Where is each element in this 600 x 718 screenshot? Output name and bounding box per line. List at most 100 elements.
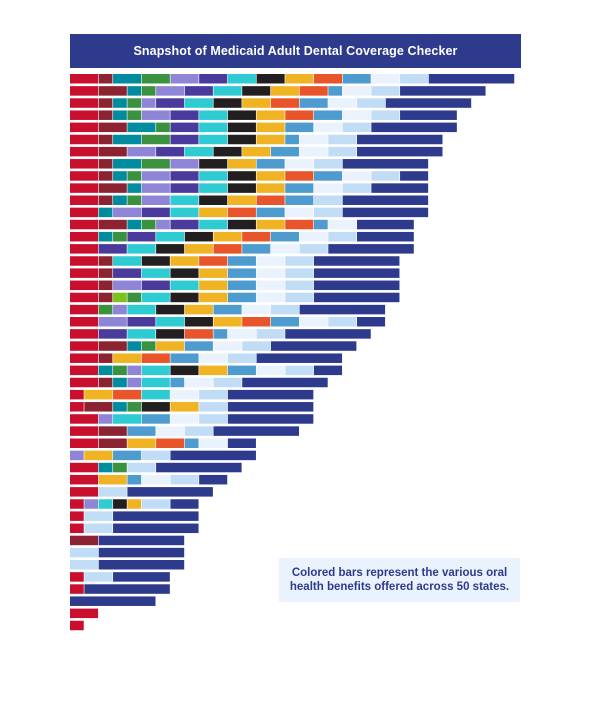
bar-segment-orange: [285, 219, 314, 230]
bar-segment-navy: [199, 474, 228, 485]
bar-segment-light-blue: [328, 317, 357, 327]
bar-segment-green: [127, 292, 142, 303]
bar-segment-navy: [299, 304, 386, 315]
bar-segment-lavender: [141, 195, 170, 205]
bar-segment-teal: [98, 231, 113, 242]
bar-segment-pale-blue: [256, 292, 285, 303]
bar-segment-red: [70, 159, 99, 169]
bar-segment-cyan: [199, 183, 228, 193]
bar-row: [70, 256, 400, 266]
bar-segment-light-blue: [84, 572, 113, 582]
bar-segment-blue: [285, 122, 314, 133]
bar-segment-orange: [113, 389, 142, 400]
bar-row: [70, 365, 343, 376]
bar-segment-teal: [127, 122, 156, 133]
bar-row: [70, 98, 472, 108]
bar-segment-red: [70, 74, 99, 84]
bar-segment-light-blue: [227, 353, 256, 363]
bar-row: [70, 195, 429, 205]
bar-row: [70, 341, 357, 351]
bar-segment-orange: [213, 244, 242, 254]
bar-segment-light-blue: [371, 86, 400, 96]
bar-segment-blue: [285, 134, 299, 145]
bar-segment-light-blue: [328, 146, 357, 157]
bar-segment-black: [184, 231, 213, 242]
bar-segment-blue: [285, 183, 314, 193]
bar-segment-teal: [98, 462, 113, 473]
bar-segment-dark-red: [98, 268, 113, 278]
bar-segment-green: [141, 74, 170, 84]
bar-segment-black: [170, 292, 199, 303]
bar-segment-lavender: [127, 377, 142, 388]
bar-segment-green: [141, 134, 170, 145]
bar-row: [70, 572, 170, 582]
bar-segment-lavender: [113, 304, 127, 315]
bar-segment-orange: [156, 438, 185, 448]
bar-row: [70, 414, 314, 424]
bar-segment-lavender: [70, 450, 84, 461]
bar-segment-yellow: [256, 171, 285, 181]
bar-segment-dark-red: [84, 402, 113, 412]
bar-segment-red: [70, 487, 99, 497]
bar-segment-black: [227, 134, 256, 145]
bar-segment-pale-blue: [313, 122, 343, 133]
bar-segment-red: [70, 195, 99, 205]
bar-row: [70, 146, 443, 157]
bar-segment-light-blue: [141, 499, 170, 509]
bar-segment-dark-red: [98, 110, 113, 120]
bar-segment-navy: [113, 511, 199, 521]
bar-segment-cyan: [156, 317, 185, 327]
bar-segment-green: [127, 110, 142, 120]
bar-segment-dark-red: [98, 292, 113, 303]
bar-row: [70, 353, 343, 363]
bar-segment-blue: [213, 304, 242, 315]
bar-segment-cyan: [141, 292, 170, 303]
bar-segment-navy: [227, 438, 256, 448]
bar-segment-green: [127, 171, 142, 181]
bar-row: [70, 438, 256, 448]
bar-segment-yellow: [184, 244, 213, 254]
bar-segment-blue: [328, 86, 343, 96]
bar-segment-navy: [313, 256, 400, 266]
bar-segment-orange: [242, 231, 271, 242]
bar-segment-lavender: [127, 146, 156, 157]
bar-row: [70, 584, 170, 594]
bar-segment-lavender: [113, 207, 142, 218]
bar-segment-teal: [113, 171, 127, 181]
bar-segment-light-blue: [141, 450, 170, 461]
bar-segment-red: [70, 462, 99, 473]
bar-segment-pale-blue: [342, 171, 371, 181]
bar-segment-black: [227, 122, 256, 133]
bar-segment-pale-blue: [299, 134, 328, 145]
bar-segment-red: [70, 402, 84, 412]
bar-segment-cyan: [170, 195, 199, 205]
bar-segment-blue: [270, 231, 299, 242]
bar-segment-light-blue: [285, 365, 314, 376]
bar-segment-black: [242, 86, 271, 96]
bar-segment-navy: [357, 134, 443, 145]
bar-segment-teal: [127, 341, 142, 351]
bar-row: [70, 159, 429, 169]
bar-segment-black: [199, 159, 228, 169]
bar-segment-pale-blue: [184, 377, 213, 388]
bar-segment-red: [70, 171, 99, 181]
bar-segment-yellow: [170, 256, 199, 266]
bar-segment-pale-blue: [270, 244, 299, 254]
bar-segment-blue: [141, 414, 170, 424]
bar-segment-lavender: [98, 414, 113, 424]
bar-segment-dark-red: [98, 438, 127, 448]
bar-segment-cyan: [199, 171, 228, 181]
bar-segment-blue: [256, 207, 285, 218]
bar-segment-pale-blue: [170, 389, 199, 400]
bar-segment-pale-blue: [342, 110, 371, 120]
bar-segment-orange: [199, 256, 228, 266]
bar-segment-red: [70, 523, 84, 534]
bar-segment-navy: [357, 317, 386, 327]
bar-segment-navy: [127, 487, 213, 497]
bar-segment-light-blue: [328, 134, 357, 145]
bar-segment-cyan: [227, 74, 256, 84]
bar-segment-blue: [227, 268, 256, 278]
bar-segment-yellow: [199, 207, 228, 218]
bar-row: [70, 547, 185, 558]
bar-segment-navy: [357, 231, 414, 242]
